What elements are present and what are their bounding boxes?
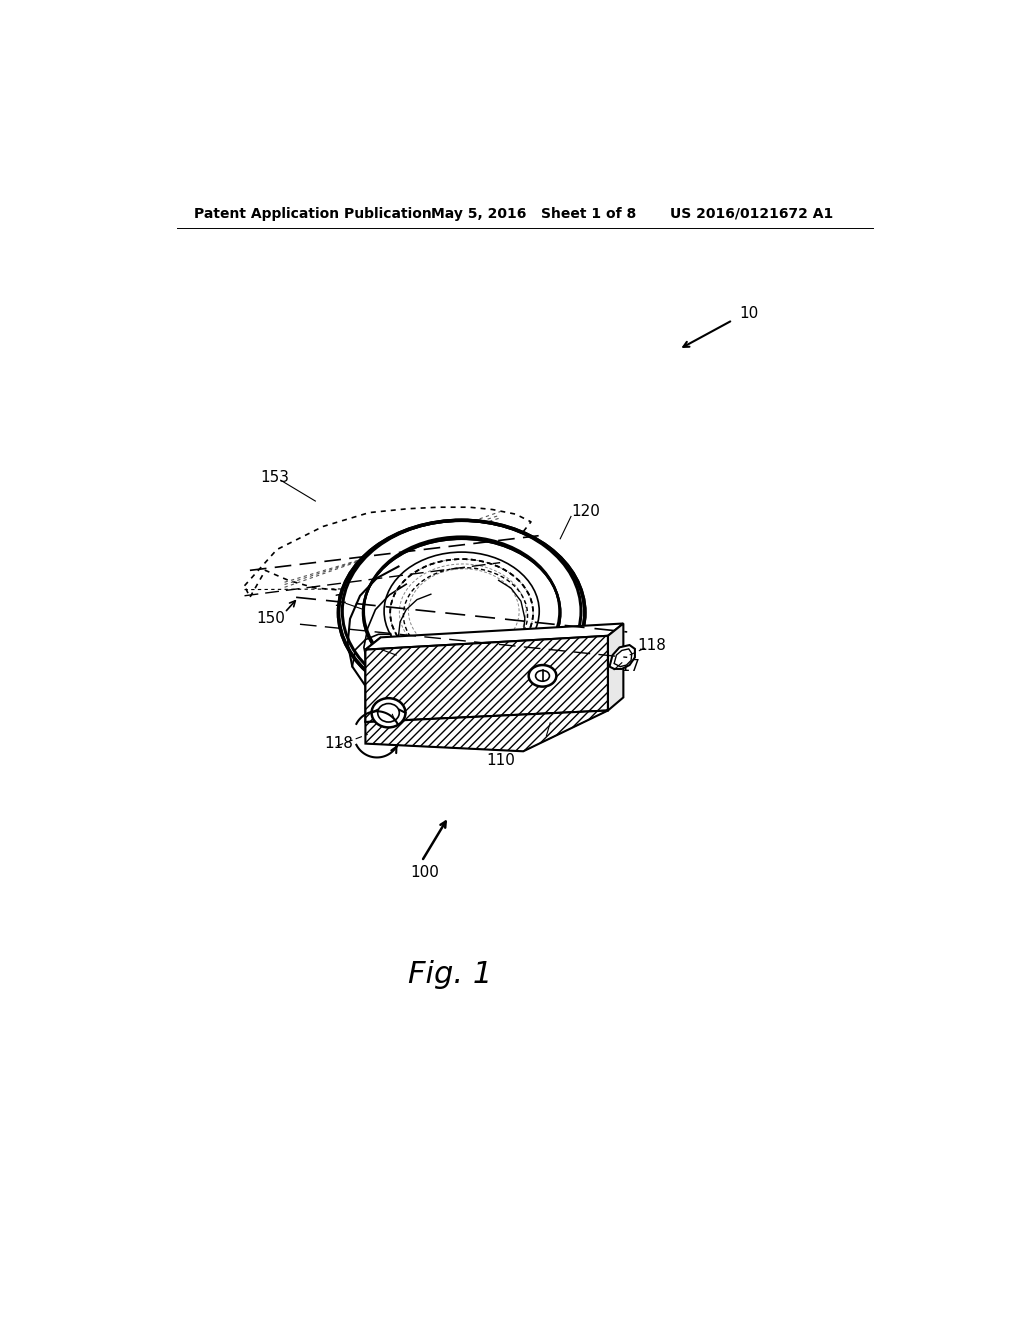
Polygon shape xyxy=(366,623,624,649)
Polygon shape xyxy=(609,645,635,669)
Text: 150: 150 xyxy=(256,611,285,626)
Text: 114: 114 xyxy=(543,711,571,726)
Ellipse shape xyxy=(378,704,399,722)
Polygon shape xyxy=(366,638,381,722)
Polygon shape xyxy=(245,507,531,598)
Text: 10: 10 xyxy=(739,306,758,322)
Polygon shape xyxy=(366,710,608,751)
Text: 110: 110 xyxy=(486,752,515,768)
Text: Fig. 1: Fig. 1 xyxy=(408,960,493,989)
Polygon shape xyxy=(608,623,624,710)
Text: May 5, 2016   Sheet 1 of 8: May 5, 2016 Sheet 1 of 8 xyxy=(431,207,636,220)
Text: 118: 118 xyxy=(637,638,666,652)
Ellipse shape xyxy=(339,520,585,705)
Text: Patent Application Publication: Patent Application Publication xyxy=(195,207,432,220)
Polygon shape xyxy=(335,528,569,705)
Polygon shape xyxy=(614,649,632,667)
Text: 116: 116 xyxy=(383,704,412,719)
Ellipse shape xyxy=(536,671,550,681)
Text: 118: 118 xyxy=(325,737,353,751)
Ellipse shape xyxy=(528,665,556,686)
Text: 120: 120 xyxy=(571,503,600,519)
Ellipse shape xyxy=(372,698,406,727)
Text: 151: 151 xyxy=(333,594,361,609)
Polygon shape xyxy=(366,636,608,722)
Text: 153: 153 xyxy=(260,470,289,486)
Text: 100: 100 xyxy=(410,866,439,880)
Text: US 2016/0121672 A1: US 2016/0121672 A1 xyxy=(670,207,833,220)
Ellipse shape xyxy=(342,520,581,702)
Text: 117: 117 xyxy=(611,659,640,675)
Text: 152: 152 xyxy=(366,640,394,655)
